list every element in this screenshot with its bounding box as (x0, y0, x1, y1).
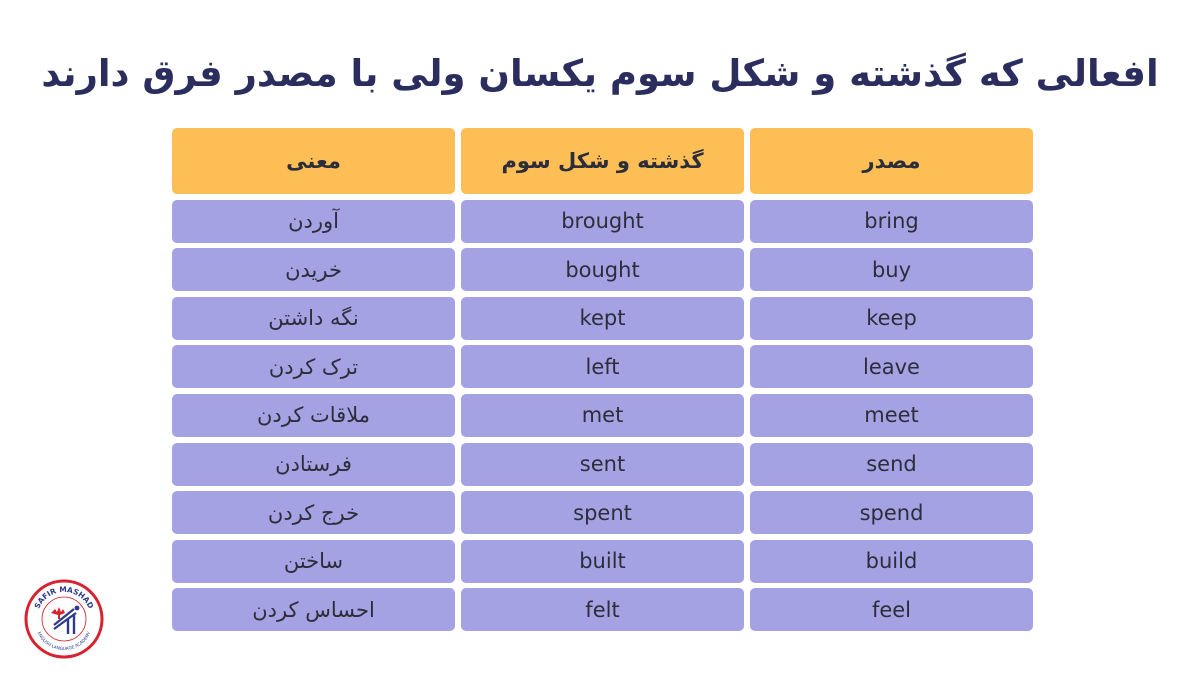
cell-base: build (750, 539, 1033, 583)
cell-base: meet (750, 393, 1033, 437)
cell-meaning: ترک کردن (172, 345, 455, 389)
cell-meaning: خریدن (172, 248, 455, 292)
cell-meaning: احساس کردن (172, 588, 455, 632)
cell-past: built (461, 539, 744, 583)
flag-icon (51, 605, 80, 634)
cell-meaning: ساختن (172, 539, 455, 583)
cell-past: brought (461, 199, 744, 243)
header-meaning: معنی (172, 128, 455, 194)
academy-logo: SAFIR MASHAD ENGLISH LANGUAGE ACADEMY (24, 579, 104, 659)
cell-past: sent (461, 442, 744, 486)
cell-past: kept (461, 296, 744, 340)
cell-past: met (461, 393, 744, 437)
cell-meaning: فرستادن (172, 442, 455, 486)
verb-table: معنی گذشته و شکل سوم مصدر آوردن brought … (172, 128, 1033, 632)
cell-base: buy (750, 248, 1033, 292)
page-title: افعالی که گذشته و شکل سوم یکسان ولی با م… (41, 52, 1159, 95)
cell-past: spent (461, 491, 744, 535)
cell-meaning: نگه داشتن (172, 296, 455, 340)
cell-base: bring (750, 199, 1033, 243)
cell-past: left (461, 345, 744, 389)
cell-past: bought (461, 248, 744, 292)
cell-base: keep (750, 296, 1033, 340)
header-infinitive: مصدر (750, 128, 1033, 194)
cell-base: feel (750, 588, 1033, 632)
cell-meaning: آوردن (172, 199, 455, 243)
cell-base: leave (750, 345, 1033, 389)
cell-meaning: ملاقات کردن (172, 393, 455, 437)
cell-base: send (750, 442, 1033, 486)
cell-past: felt (461, 588, 744, 632)
header-past-participle: گذشته و شکل سوم (461, 128, 744, 194)
cell-meaning: خرج کردن (172, 491, 455, 535)
cell-base: spend (750, 491, 1033, 535)
